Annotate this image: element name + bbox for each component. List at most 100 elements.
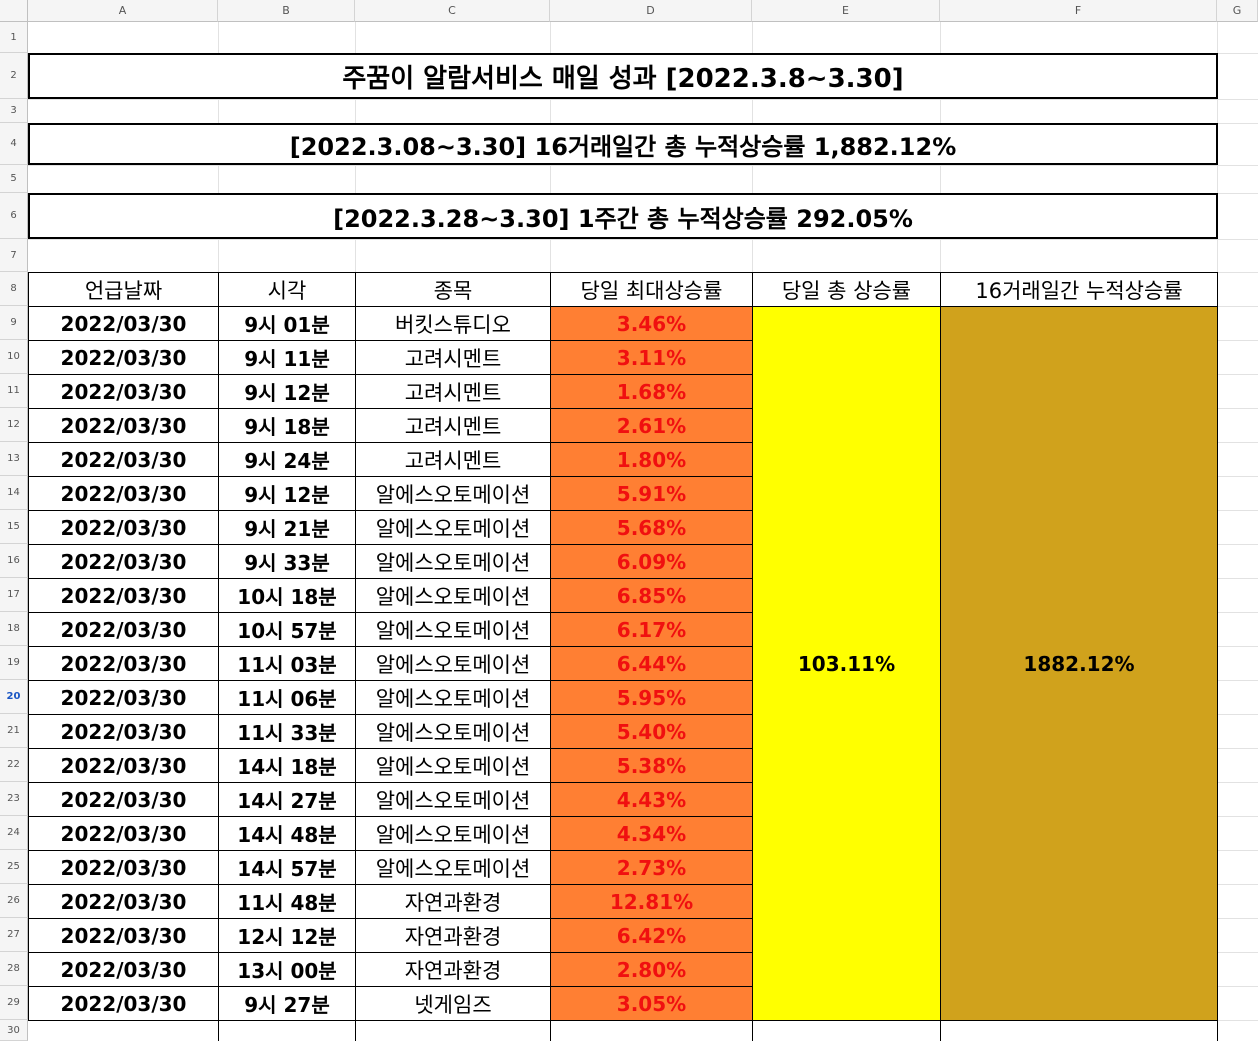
row-header-30[interactable]: 30	[0, 1020, 28, 1041]
date-cell[interactable]: 2022/03/30	[28, 918, 219, 953]
row-header-7[interactable]: 7	[0, 239, 28, 272]
row-header-2[interactable]: 2	[0, 53, 28, 99]
column-header-a[interactable]: A	[28, 0, 218, 22]
select-all-corner[interactable]	[0, 0, 28, 22]
time-cell[interactable]: 12시 12분	[218, 918, 356, 953]
time-cell[interactable]: 14시 18분	[218, 748, 356, 783]
row-header-17[interactable]: 17	[0, 578, 28, 612]
stock-cell[interactable]: 고려시멘트	[355, 374, 551, 409]
row-header-29[interactable]: 29	[0, 986, 28, 1020]
time-cell[interactable]: 11시 48분	[218, 884, 356, 919]
stock-cell[interactable]: 알에스오토메이션	[355, 612, 551, 647]
date-cell[interactable]: 2022/03/30	[28, 986, 219, 1021]
header-cumulative[interactable]: 16거래일간 누적상승률	[940, 272, 1218, 307]
stock-cell[interactable]: 알에스오토메이션	[355, 646, 551, 681]
time-cell[interactable]: 9시 11분	[218, 340, 356, 375]
rate-cell[interactable]: 12.81%	[550, 884, 753, 919]
header-daily-total[interactable]: 당일 총 상승률	[752, 272, 941, 307]
row-header-6[interactable]: 6	[0, 193, 28, 239]
row-header-25[interactable]: 25	[0, 850, 28, 884]
header-time[interactable]: 시각	[218, 272, 356, 307]
rate-cell[interactable]: 2.61%	[550, 408, 753, 443]
date-cell[interactable]: 2022/03/30	[28, 680, 219, 715]
time-cell[interactable]: 14시 27분	[218, 782, 356, 817]
time-cell[interactable]: 9시 01분	[218, 306, 356, 341]
time-cell[interactable]: 13시 00분	[218, 952, 356, 987]
rate-cell[interactable]: 5.38%	[550, 748, 753, 783]
date-cell[interactable]: 2022/03/30	[28, 952, 219, 987]
stock-cell[interactable]: 자연과환경	[355, 884, 551, 919]
rate-cell[interactable]: 2.80%	[550, 952, 753, 987]
column-header-d[interactable]: D	[550, 0, 752, 22]
cumulative-title[interactable]: [2022.3.08~3.30] 16거래일간 총 누적상승률 1,882.12…	[28, 123, 1218, 165]
date-cell[interactable]: 2022/03/30	[28, 578, 219, 613]
stock-cell[interactable]: 버킷스튜디오	[355, 306, 551, 341]
row-header-18[interactable]: 18	[0, 612, 28, 646]
date-cell[interactable]: 2022/03/30	[28, 714, 219, 749]
date-cell[interactable]: 2022/03/30	[28, 510, 219, 545]
rate-cell[interactable]: 6.17%	[550, 612, 753, 647]
column-header-g[interactable]: G	[1217, 0, 1258, 22]
time-cell[interactable]: 9시 12분	[218, 374, 356, 409]
date-cell[interactable]: 2022/03/30	[28, 646, 219, 681]
stock-cell[interactable]: 자연과환경	[355, 952, 551, 987]
header-daily-max[interactable]: 당일 최대상승률	[550, 272, 753, 307]
date-cell[interactable]: 2022/03/30	[28, 612, 219, 647]
row-header-27[interactable]: 27	[0, 918, 28, 952]
row-header-19[interactable]: 19	[0, 646, 28, 680]
date-cell[interactable]: 2022/03/30	[28, 374, 219, 409]
row-header-15[interactable]: 15	[0, 510, 28, 544]
column-header-f[interactable]: F	[940, 0, 1217, 22]
rate-cell[interactable]: 6.42%	[550, 918, 753, 953]
row-header-22[interactable]: 22	[0, 748, 28, 782]
time-cell[interactable]: 11시 33분	[218, 714, 356, 749]
time-cell[interactable]: 9시 21분	[218, 510, 356, 545]
row-header-3[interactable]: 3	[0, 99, 28, 123]
rate-cell[interactable]: 5.95%	[550, 680, 753, 715]
rate-cell[interactable]: 3.46%	[550, 306, 753, 341]
row-header-4[interactable]: 4	[0, 123, 28, 165]
rate-cell[interactable]: 2.73%	[550, 850, 753, 885]
row-header-28[interactable]: 28	[0, 952, 28, 986]
stock-cell[interactable]: 알에스오토메이션	[355, 850, 551, 885]
date-cell[interactable]: 2022/03/30	[28, 340, 219, 375]
daily-total-cell[interactable]: 103.11%	[752, 306, 941, 1021]
weekly-title[interactable]: [2022.3.28~3.30] 1주간 총 누적상승률 292.05%	[28, 193, 1218, 239]
date-cell[interactable]: 2022/03/30	[28, 884, 219, 919]
row-header-12[interactable]: 12	[0, 408, 28, 442]
rate-cell[interactable]: 1.80%	[550, 442, 753, 477]
rate-cell[interactable]: 5.91%	[550, 476, 753, 511]
row-header-10[interactable]: 10	[0, 340, 28, 374]
column-header-e[interactable]: E	[752, 0, 940, 22]
rate-cell[interactable]: 6.09%	[550, 544, 753, 579]
row-header-26[interactable]: 26	[0, 884, 28, 918]
stock-cell[interactable]: 넷게임즈	[355, 986, 551, 1021]
row-header-24[interactable]: 24	[0, 816, 28, 850]
date-cell[interactable]: 2022/03/30	[28, 850, 219, 885]
time-cell[interactable]: 11시 06분	[218, 680, 356, 715]
stock-cell[interactable]: 알에스오토메이션	[355, 476, 551, 511]
time-cell[interactable]: 14시 57분	[218, 850, 356, 885]
stock-cell[interactable]: 알에스오토메이션	[355, 816, 551, 851]
stock-cell[interactable]: 고려시멘트	[355, 408, 551, 443]
rate-cell[interactable]: 5.68%	[550, 510, 753, 545]
time-cell[interactable]: 11시 03분	[218, 646, 356, 681]
row-header-11[interactable]: 11	[0, 374, 28, 408]
header-date[interactable]: 언급날짜	[28, 272, 219, 307]
stock-cell[interactable]: 고려시멘트	[355, 340, 551, 375]
column-header-b[interactable]: B	[218, 0, 355, 22]
rate-cell[interactable]: 5.40%	[550, 714, 753, 749]
row-header-21[interactable]: 21	[0, 714, 28, 748]
date-cell[interactable]: 2022/03/30	[28, 816, 219, 851]
row-header-9[interactable]: 9	[0, 306, 28, 340]
row-header-1[interactable]: 1	[0, 22, 28, 53]
date-cell[interactable]: 2022/03/30	[28, 408, 219, 443]
main-title[interactable]: 주꿈이 알람서비스 매일 성과 [2022.3.8~3.30]	[28, 53, 1218, 99]
rate-cell[interactable]: 3.11%	[550, 340, 753, 375]
time-cell[interactable]: 9시 24분	[218, 442, 356, 477]
rate-cell[interactable]: 6.85%	[550, 578, 753, 613]
stock-cell[interactable]: 알에스오토메이션	[355, 680, 551, 715]
date-cell[interactable]: 2022/03/30	[28, 476, 219, 511]
stock-cell[interactable]: 고려시멘트	[355, 442, 551, 477]
stock-cell[interactable]: 알에스오토메이션	[355, 714, 551, 749]
